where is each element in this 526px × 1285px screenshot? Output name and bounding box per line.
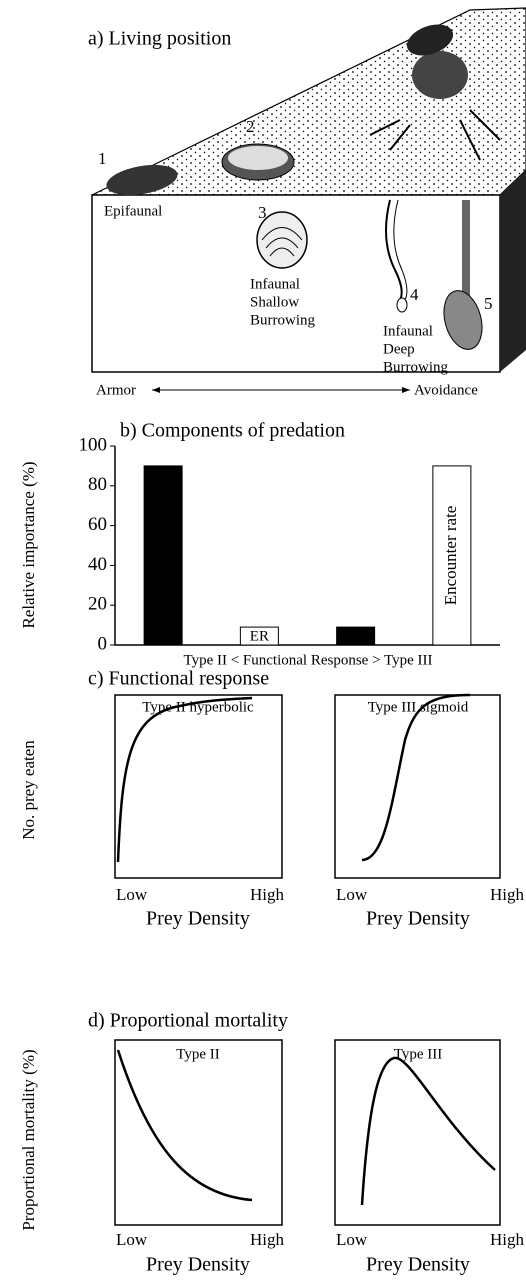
x-axis-label: Prey Density [146, 908, 250, 930]
bar-label: Encounter rate [441, 506, 460, 606]
plot-title: Type III sigmoid [368, 699, 469, 715]
x-tick-label: Low [336, 1230, 368, 1249]
y-tick-label: 20 [88, 594, 107, 615]
x-tick-label: High [250, 1230, 285, 1249]
curve [118, 698, 252, 862]
panel-title: d) Proportional mortality [88, 1010, 288, 1032]
item-number: 2 [246, 117, 255, 136]
x-axis-label: Prey Density [146, 1254, 250, 1276]
x-tick-label: High [250, 885, 285, 904]
plot-title: Type II hyperbolic [142, 699, 254, 715]
habitat-label: Infaunal [383, 323, 433, 339]
plot-frame [115, 1040, 282, 1225]
habitat-label: Infaunal [250, 276, 300, 292]
panel-title: c) Functional response [88, 668, 269, 690]
x-tick-label: Low [116, 885, 148, 904]
x-tick-label: Low [336, 885, 368, 904]
x-tick-label: High [490, 1230, 525, 1249]
curve [362, 1058, 495, 1205]
y-axis-label: Proportional mortality (%) [19, 1049, 38, 1230]
x-axis-label: Prey Density [366, 1254, 470, 1276]
x-tick-label: High [490, 885, 525, 904]
plot-frame [335, 695, 500, 878]
living-position-illustration [92, 8, 526, 393]
bar-label: HT [346, 628, 366, 644]
chart-title: b) Components of predation [120, 420, 345, 442]
bar-label: ER [250, 628, 269, 644]
plot-title: Type II [176, 1046, 220, 1062]
axis-end-label: Avoidance [414, 382, 478, 398]
item-number: 4 [410, 285, 419, 304]
bar-label: Handling time [152, 507, 171, 605]
axis-end-label: Armor [96, 382, 136, 398]
y-axis-label: Relative importance (%) [19, 461, 38, 628]
item-number: 3 [258, 203, 267, 222]
habitat-label: Burrowing [383, 359, 448, 375]
curve [362, 695, 470, 860]
panel-title: a) Living position [88, 28, 231, 50]
plot-frame [115, 695, 282, 878]
curve [118, 1050, 252, 1200]
y-tick-label: 40 [88, 554, 107, 575]
habitat-label: Shallow [250, 294, 299, 310]
x-tick-label: Low [116, 1230, 148, 1249]
y-tick-label: 60 [88, 514, 107, 535]
item-number: 1 [98, 149, 107, 168]
habitat-label: Deep [383, 341, 415, 357]
y-axis-label: No. prey eaten [19, 740, 38, 840]
plot-title: Type III [394, 1046, 443, 1062]
x-axis-label: Prey Density [366, 908, 470, 930]
y-tick-label: 0 [98, 633, 108, 654]
x-axis-label: Type II < Functional Response > Type III [183, 652, 432, 668]
plot-frame [335, 1040, 500, 1225]
habitat-label: Burrowing [250, 312, 315, 328]
habitat-label: Epifaunal [104, 203, 162, 219]
y-tick-label: 100 [79, 434, 108, 455]
item-number: 5 [484, 294, 493, 313]
figure: a) Living position 1 2 3 4 5 Epifaunal I… [0, 0, 526, 1285]
y-tick-label: 80 [88, 474, 107, 495]
